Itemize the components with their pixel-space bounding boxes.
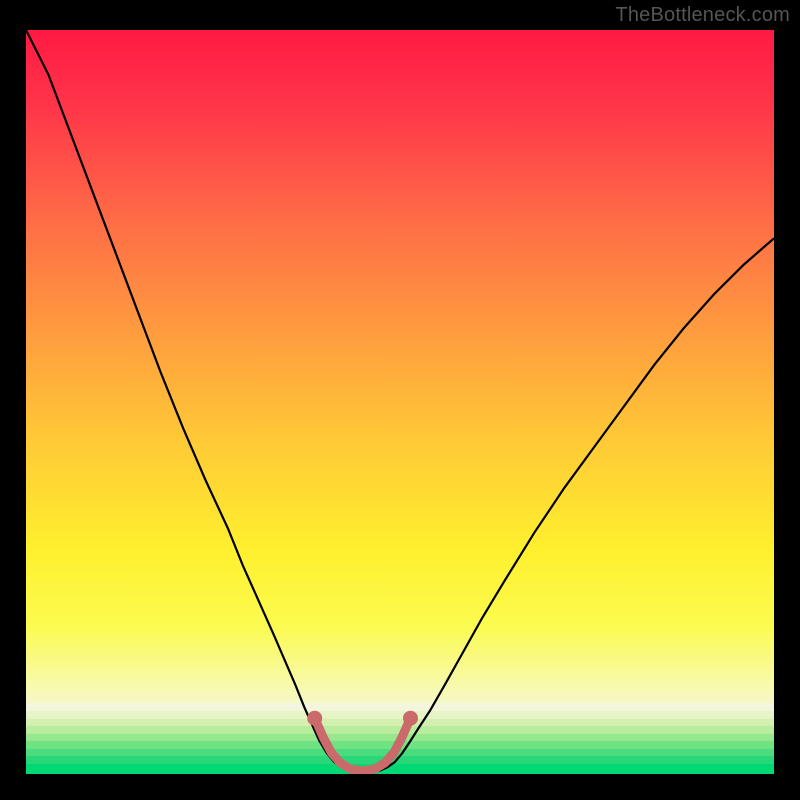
marker-dot: [403, 711, 418, 726]
curve-svg: [26, 30, 774, 774]
optimal-zone-marker: [315, 718, 411, 771]
marker-dot: [307, 711, 322, 726]
bottleneck-curve: [26, 30, 774, 772]
watermark-text: TheBottleneck.com: [615, 4, 790, 27]
chart-container: TheBottleneck.com: [0, 0, 800, 800]
plot-area: [26, 30, 774, 774]
